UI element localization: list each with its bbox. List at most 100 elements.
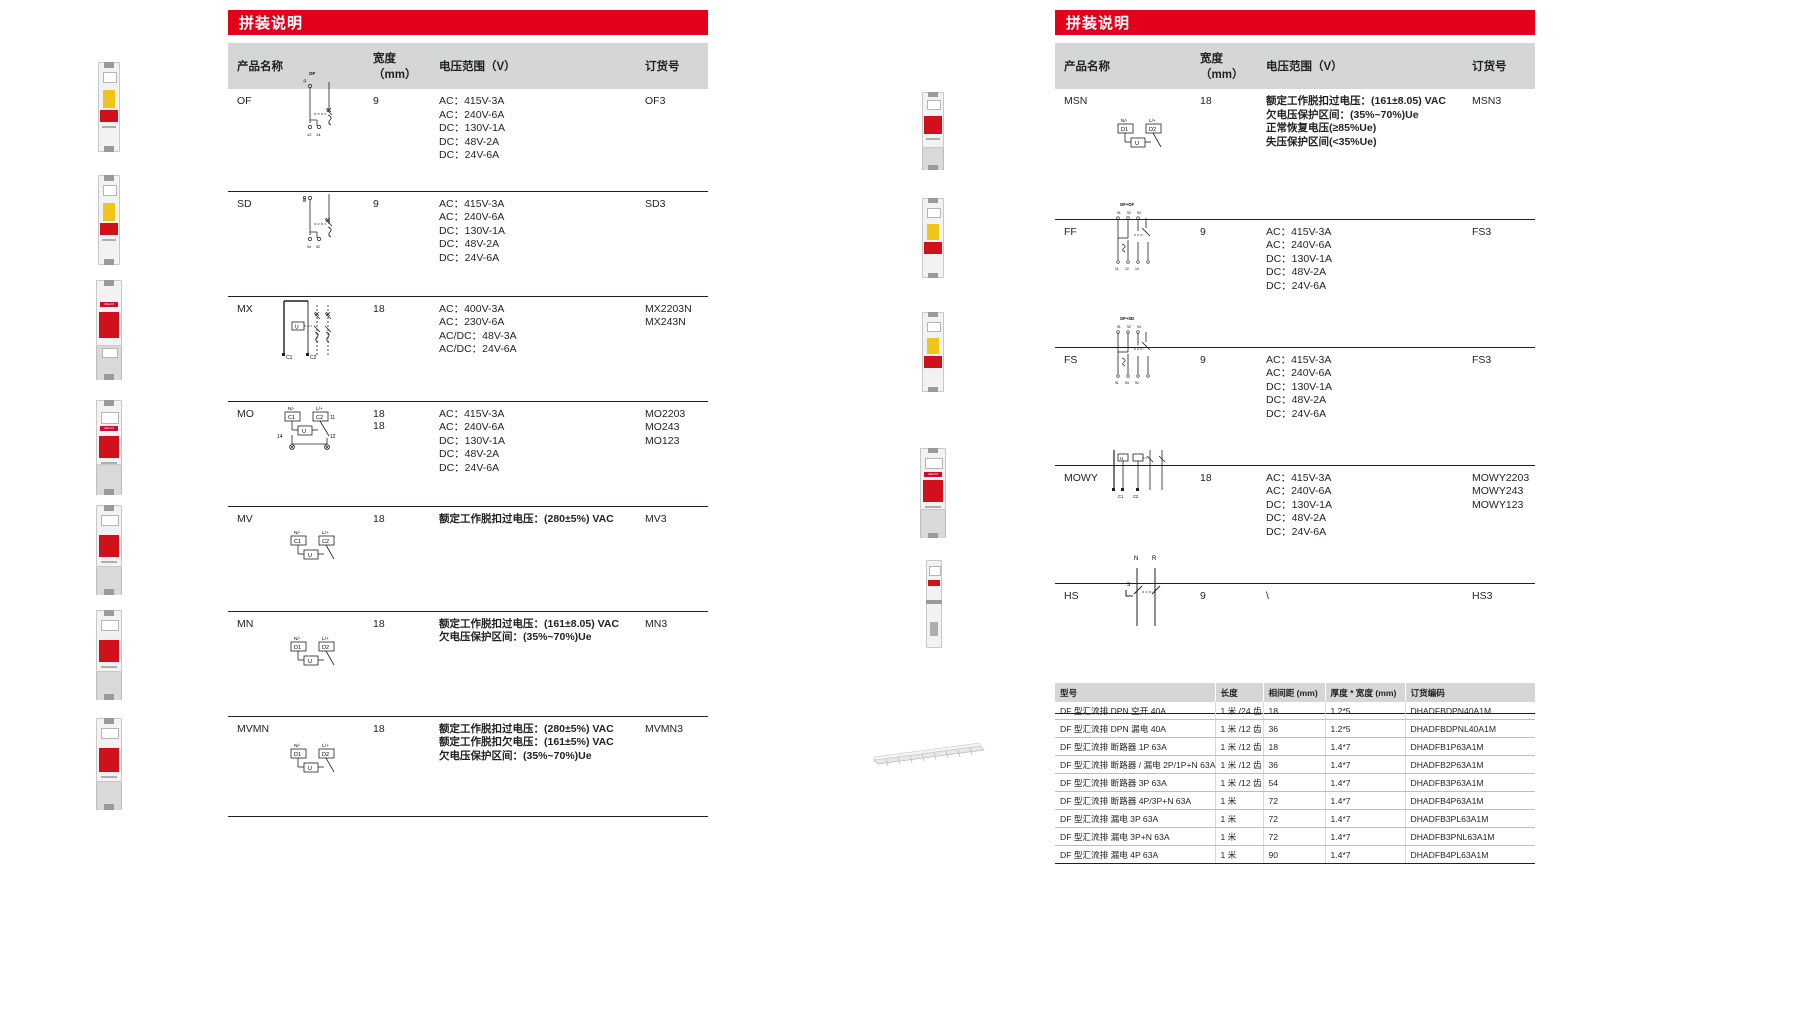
col-gap [1457, 43, 1463, 89]
svg-text:92: 92 [316, 245, 320, 249]
svg-text:U: U [308, 553, 312, 559]
busbar-pitch: 72 [1263, 827, 1326, 846]
voltage-line: DC：130V-1A [439, 224, 505, 237]
busbar-length: 1 米 /12 齿 [1215, 737, 1264, 756]
busbar-order-table: 型号 长度 相间距 (mm) 厚度 * 宽度 (mm) 订货编码 DF 型汇流排… [1055, 683, 1535, 864]
voltage-line: AC：415V-3A [1266, 353, 1332, 366]
order-number-cell: MOWY2203 MOWY243 MOWY123 [1463, 465, 1535, 584]
product-name: MSN [1055, 89, 1185, 220]
svg-text:11: 11 [330, 415, 335, 421]
busbar-thickness-width: 1.4*7 [1325, 755, 1406, 774]
voltage-line: 额定工作脱扣过电压：(280±5%) VAC [439, 722, 614, 735]
svg-text:91: 91 [1115, 381, 1119, 385]
voltage-range-cell: AC：415V-3A AC：240V-6A DC：130V-1A DC：48V-… [1257, 219, 1457, 348]
svg-text:C2: C2 [316, 415, 323, 421]
voltage-line: 额定工作脱扣欠电压：(161±5%) VAC [439, 736, 614, 748]
order-number: MO2203 [645, 407, 686, 420]
col-gap [1251, 465, 1257, 584]
fs-module-photo [922, 312, 944, 392]
busbar-thickness-width: 1.4*7 [1325, 737, 1406, 756]
col-gap [630, 611, 636, 717]
col-gap [358, 296, 364, 402]
voltage-line: AC：415V-3A [1266, 225, 1332, 238]
voltage-line: AC：240V-6A [1266, 485, 1332, 497]
busbar-length: 1 米 [1215, 791, 1264, 810]
col-gap [1457, 89, 1463, 220]
mn-diagram: N/- L/+ D1 D2 U [280, 630, 370, 680]
busbar-thickness-width: 1.2*5 [1325, 719, 1406, 738]
svg-text:11: 11 [1115, 267, 1119, 271]
table-row: MX 18 AC：400V-3A AC：230V-6A AC/DC：48V-3A… [228, 296, 708, 402]
busbar-model: DF 型汇流排 漏电 3P 63A [1055, 809, 1216, 828]
col-header-width: 宽度（mm） [364, 43, 424, 89]
col-gap [630, 401, 636, 507]
table-row: DF 型汇流排 断路器 / 漏电 2P/1P+N 63A 1 米 /12 齿 3… [1055, 755, 1535, 774]
order-number: FS3 [1463, 347, 1535, 466]
svg-text:R: R [1152, 556, 1157, 562]
svg-text:C1: C1 [286, 355, 293, 361]
svg-text:D1: D1 [294, 752, 301, 758]
svg-text:OF+SD: OF+SD [1120, 316, 1134, 321]
voltage-line: AC：415V-3A [1266, 471, 1332, 484]
col-gap [1251, 43, 1257, 89]
col-header-order-number: 订货号 [636, 43, 708, 89]
svg-text:N/-: N/- [1121, 118, 1128, 124]
busbar-length: 1 米 [1215, 827, 1264, 846]
col-header-order-number: 订货号 [1463, 43, 1535, 89]
col-gap [358, 43, 364, 89]
order-number: MOWY243 [1472, 485, 1524, 497]
busbar-order-code: DHADFB4P63A1M [1405, 791, 1535, 810]
col-gap [630, 506, 636, 612]
table-row: DF 型汇流排 漏电 3P+N 63A 1 米 72 1.4*7 DHADFB3… [1055, 827, 1535, 846]
product-name: MX [228, 296, 358, 402]
voltage-line: DC：48V-2A [1266, 266, 1327, 278]
svg-text:OF+OF: OF+OF [1120, 202, 1135, 207]
busbar-length: 1 米 [1215, 845, 1264, 864]
product-name: MV [228, 506, 358, 612]
svg-text:L/+: L/+ [322, 743, 329, 749]
busbar-header-row: 型号 长度 相间距 (mm) 厚度 * 宽度 (mm) 订货编码 [1055, 683, 1535, 702]
order-number-cell: MX2203N MX243N [636, 296, 708, 402]
svg-text:C2: C2 [322, 539, 329, 545]
voltage-line: DC：24V-6A [1266, 279, 1327, 292]
voltage-line: DC：24V-6A [439, 251, 500, 264]
right-table-header-row: 产品名称 宽度（mm） 电压范围（V） 订货号 [1055, 43, 1535, 89]
table-row: FS 9 AC：415V-3A AC：240V-6A DC：130V-1A DC… [1055, 347, 1535, 466]
left-page: 拼装说明 产品名称 宽度（mm） 电压范围（V） 订货号 OF [0, 0, 901, 1030]
order-number: MVMN3 [636, 716, 708, 817]
product-width: 18 [364, 296, 424, 402]
col-gap [1457, 219, 1463, 348]
table-row: DF 型汇流排 漏电 3P 63A 1 米 72 1.4*7 DHADFB3PL… [1055, 809, 1535, 828]
order-number: MX243N [645, 316, 686, 328]
busbar-order-code: DHADFB3PNL63A1M [1405, 827, 1535, 846]
order-number: FS3 [1463, 219, 1535, 348]
voltage-line: 额定工作脱扣过电压：(161±8.05) VAC [439, 617, 620, 630]
product-width: 9 [1191, 347, 1251, 466]
voltage-range-cell: AC：400V-3A AC：230V-6A AC/DC：48V-3A AC/DC… [430, 296, 630, 402]
voltage-line: AC：230V-6A [439, 316, 505, 328]
busbar-col-order-code: 订货编码 [1405, 683, 1535, 702]
col-gap [1185, 219, 1191, 348]
col-gap [1185, 465, 1191, 584]
mx-module-photo: DELIXI [96, 280, 122, 380]
svg-text:14: 14 [316, 132, 321, 137]
mo-diagram: N/- L/+ C1 C2 11 U 12 14 [272, 398, 382, 473]
voltage-line: DC：24V-6A [1266, 525, 1327, 538]
voltage-line: AC：415V-3A [439, 197, 505, 210]
voltage-line: DC：130V-1A [1266, 380, 1332, 393]
col-header-product-name: 产品名称 [228, 43, 358, 89]
voltage-line: AC：240V-6A [439, 108, 505, 121]
busbar-length: 1 米 /12 齿 [1215, 773, 1264, 792]
svg-text:12: 12 [330, 434, 336, 440]
svg-text:12: 12 [307, 132, 312, 137]
table-row: MN 18 额定工作脱扣过电压：(161±8.05) VAC 欠电压保护区间：(… [228, 611, 708, 717]
busbar-col-model: 型号 [1055, 683, 1216, 702]
voltage-line: DC：130V-1A [1266, 252, 1332, 265]
col-gap [1185, 347, 1191, 466]
busbar-length: 1 米 /12 齿 [1215, 719, 1264, 738]
busbar-pitch: 54 [1263, 773, 1326, 792]
mv-diagram: N/- L/+ C1 C2 U [280, 524, 370, 574]
svg-text:N/-: N/- [294, 530, 301, 536]
col-gap [1457, 465, 1463, 584]
svg-text:91: 91 [1117, 325, 1121, 329]
